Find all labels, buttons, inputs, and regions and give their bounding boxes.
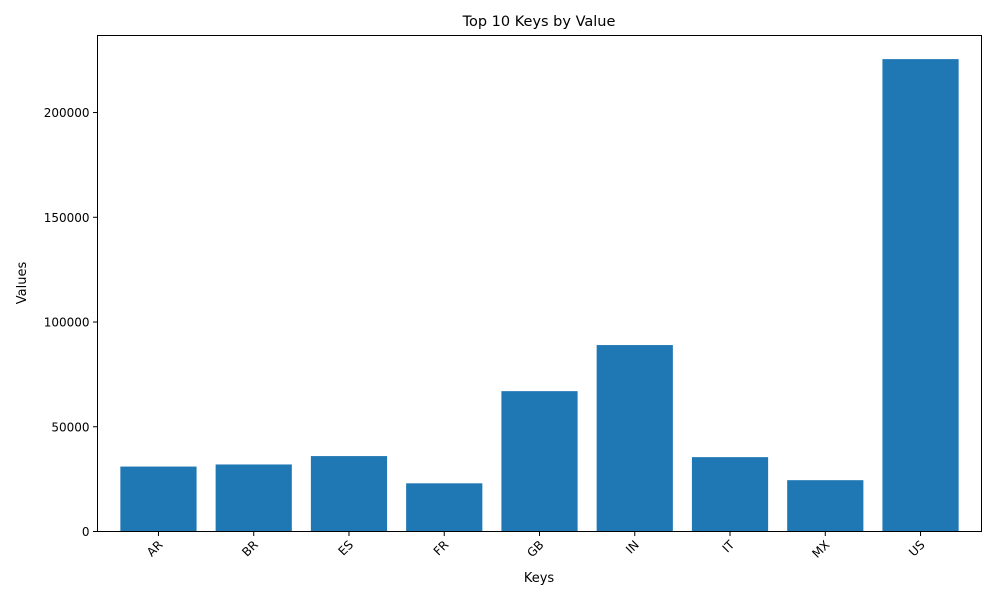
y-tick-label: 50000 [51, 420, 89, 434]
y-axis: 0 50000 100000 150000 200000 [44, 106, 98, 539]
bar-mx [787, 480, 864, 532]
y-tick-label: 200000 [44, 106, 90, 120]
x-tick-label: BR [239, 538, 261, 560]
bar-us [882, 59, 959, 532]
x-tick-label: GB [524, 538, 546, 560]
x-axis: AR BR ES FR GB IN IT MX US [144, 531, 928, 561]
x-tick-label: ES [335, 538, 356, 559]
x-tick-label: AR [144, 538, 166, 560]
bar-ar [120, 466, 197, 532]
bar-gb [501, 391, 578, 532]
x-tick-label: MX [809, 538, 832, 561]
x-tick-label: FR [431, 538, 452, 559]
x-tick-label: IN [623, 538, 642, 557]
y-tick-label: 0 [82, 525, 90, 539]
bar-in [596, 345, 673, 532]
y-axis-label: Values [15, 262, 30, 305]
x-axis-label: Keys [524, 571, 555, 586]
y-tick-label: 150000 [44, 211, 90, 225]
bars-group [120, 59, 959, 532]
chart-title: Top 10 Keys by Value [462, 14, 616, 30]
bar-fr [406, 483, 483, 532]
bar-it [691, 457, 769, 532]
y-tick-label: 100000 [44, 316, 90, 330]
x-tick-label: IT [720, 537, 738, 555]
x-tick-label: US [906, 538, 928, 560]
bar-es [310, 456, 388, 532]
plot-frame [97, 35, 982, 532]
bar-br [215, 464, 292, 532]
